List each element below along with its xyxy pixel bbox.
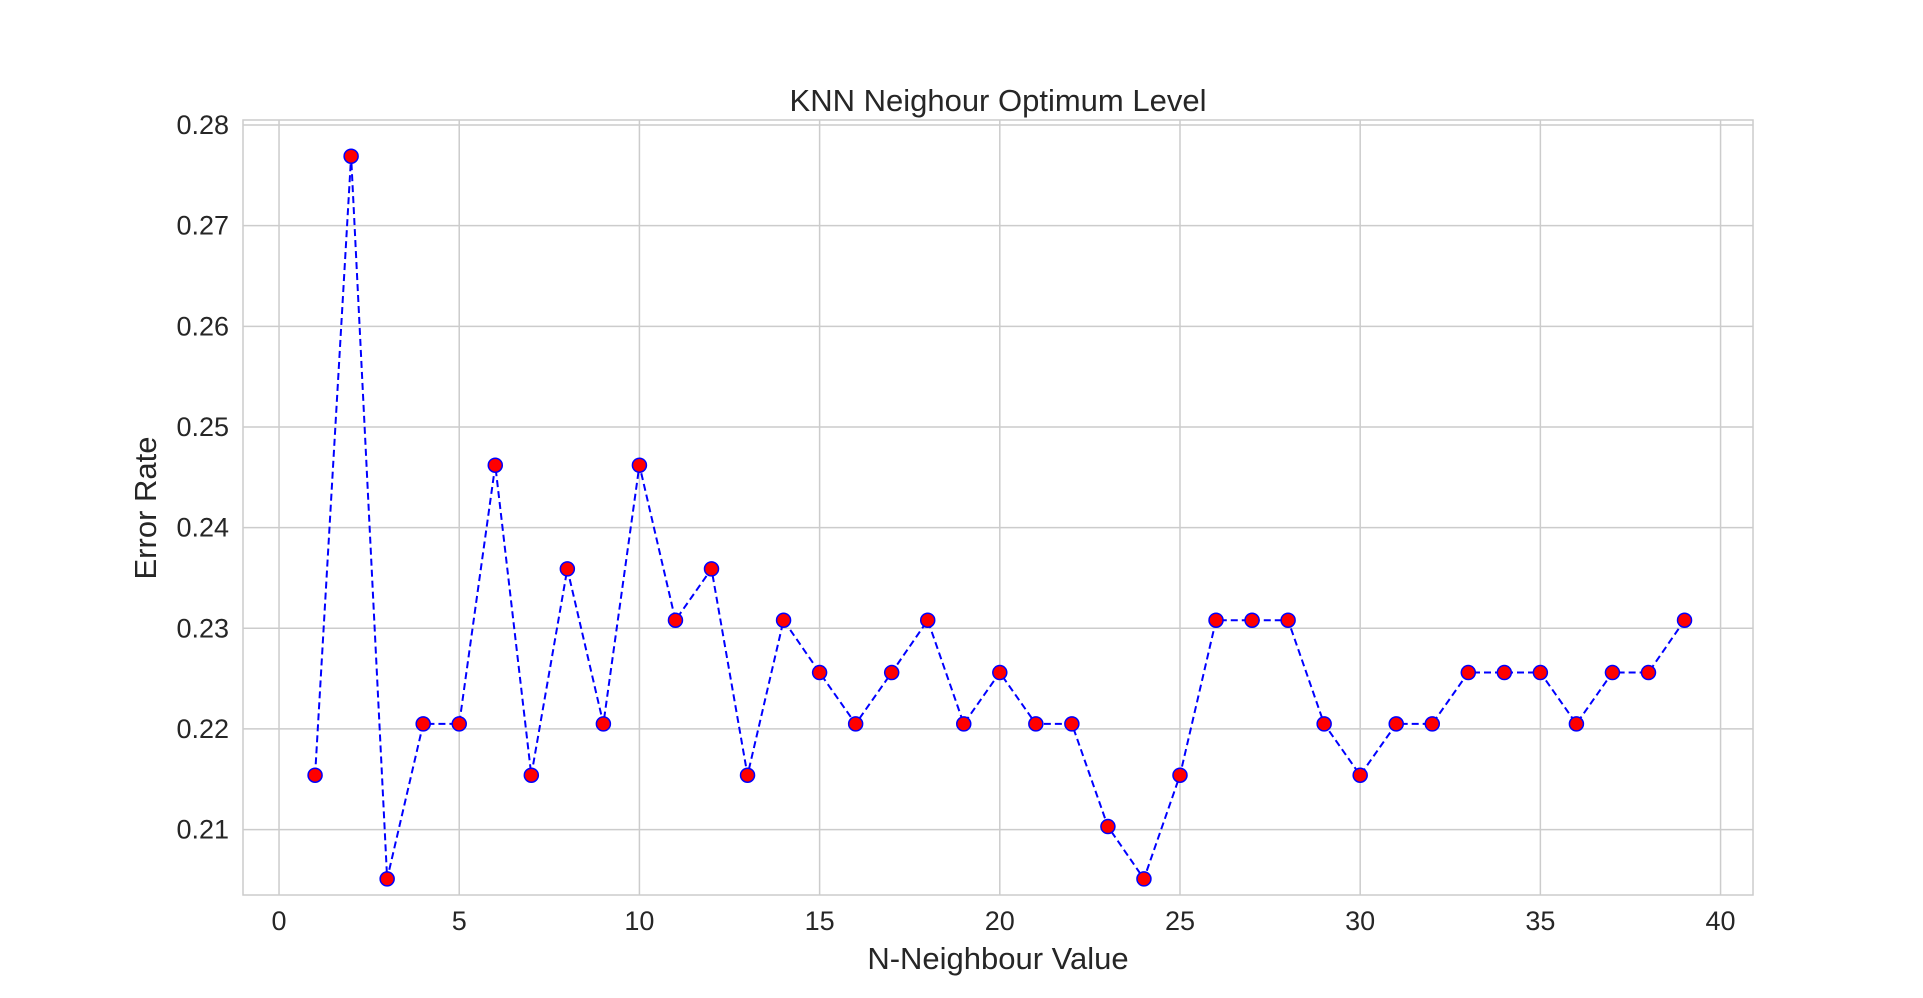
data-point-marker [992,664,1008,681]
data-point-marker [847,716,864,732]
y-tick-label: 0.28 [176,110,229,140]
data-point-marker [1460,664,1477,681]
data-point-marker [595,716,612,732]
data-point-marker [1496,664,1513,681]
data-point-marker [415,716,431,732]
data-point-marker [1172,767,1188,783]
data-point-marker [1352,767,1368,783]
data-point-marker [1100,818,1116,835]
y-tick-label: 0.26 [176,311,229,341]
data-point-marker [1676,612,1693,628]
data-point-marker [307,767,323,783]
data-point-marker [919,612,936,628]
data-point-marker [1568,716,1585,732]
data-point-marker [1604,664,1621,681]
data-point-marker [631,457,648,473]
x-tick-label: 30 [1345,906,1375,936]
x-axis-label: N-Neighbour Value [867,941,1128,976]
y-tick-label: 0.27 [176,211,229,241]
x-tick-label: 20 [985,906,1015,936]
data-point-marker [1640,664,1657,681]
x-tick-label: 10 [624,906,654,936]
data-point-marker [956,716,972,732]
x-tick-label: 0 [272,906,287,936]
data-point-marker [883,664,900,681]
data-point-marker [703,561,720,577]
data-point-marker [451,716,467,732]
data-point-marker [487,457,504,473]
grid-layer [243,120,1753,895]
y-tick-label: 0.24 [176,513,229,543]
x-tick-label: 15 [805,906,835,936]
data-point-marker [667,612,684,628]
series-markers [307,148,1693,887]
data-point-marker [1532,664,1549,681]
x-tick-label: 25 [1165,906,1195,936]
y-tick-label: 0.21 [176,815,229,845]
x-tick-label: 5 [452,906,467,936]
data-point-marker [1388,716,1404,732]
y-tick-label: 0.25 [176,412,229,442]
data-point-marker [1028,716,1044,732]
data-point-marker [1064,716,1080,732]
y-tick-label: 0.22 [176,714,229,744]
data-point-marker [811,664,828,681]
data-point-marker [775,612,792,628]
y-tick-label: 0.23 [176,613,229,643]
data-point-marker [1244,612,1260,628]
x-tick-label: 40 [1706,906,1736,936]
chart-title: KNN Neighour Optimum Level [790,83,1207,118]
data-point-marker [523,767,540,783]
data-point-marker [1208,612,1224,628]
data-point-marker [1136,871,1152,887]
data-point-marker [1280,612,1296,628]
y-tick-labels: 0.21 0.22 0.23 0.24 0.25 0.26 0.27 0.28 [176,110,229,845]
x-tick-label: 35 [1525,906,1555,936]
x-tick-labels: 0 5 10 15 20 25 30 35 40 [272,906,1736,936]
data-point-marker [379,871,395,887]
data-point-marker [559,561,576,577]
data-point-marker [1424,716,1441,732]
data-point-marker [343,148,359,164]
data-point-marker [739,767,756,783]
plot-frame [242,119,1754,896]
data-point-marker [1316,716,1332,732]
y-axis-label: Error Rate [128,437,163,580]
